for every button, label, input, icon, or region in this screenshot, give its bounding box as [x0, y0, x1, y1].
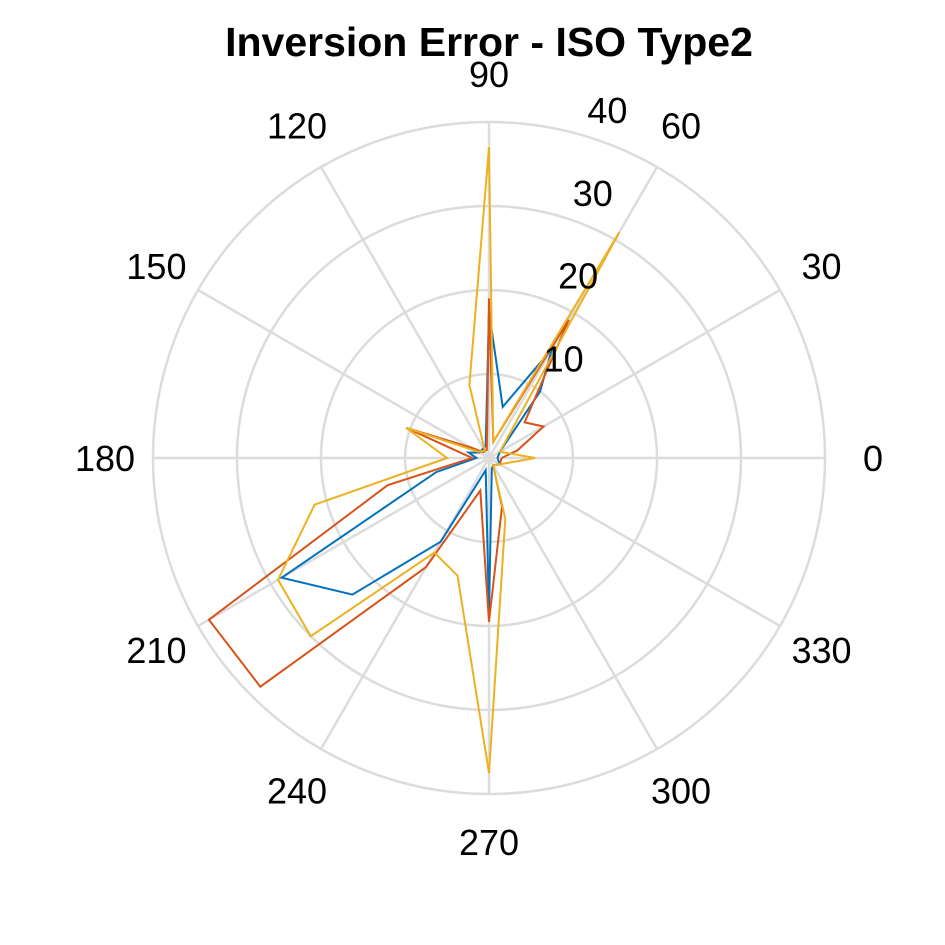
grid-spoke-150: [197, 288, 490, 460]
angle-tick-330: 330: [792, 630, 852, 671]
radial-tick-labels: 10 20 30 40: [544, 90, 628, 379]
series-line-3: [276, 147, 621, 774]
angle-tick-60: 60: [661, 105, 701, 146]
radial-tick-30: 30: [573, 173, 613, 214]
radial-tick-10: 10: [544, 338, 584, 379]
grid-spoke-60: [487, 166, 659, 459]
grid-spoke-120: [319, 166, 491, 459]
radial-tick-20: 20: [558, 256, 598, 297]
angle-tick-90: 90: [469, 54, 509, 95]
grid-spoke-210: [197, 456, 490, 628]
grid-spoke-240: [319, 457, 491, 750]
angle-tick-240: 240: [267, 771, 327, 812]
series-line-2: [207, 298, 570, 689]
angle-tick-0: 0: [863, 438, 883, 479]
grid-spoke-300: [487, 457, 659, 750]
radial-tick-40: 40: [587, 90, 627, 131]
angle-tick-210: 210: [126, 630, 186, 671]
angle-tick-300: 300: [651, 771, 711, 812]
chart-title: Inversion Error - ISO Type2: [225, 19, 753, 65]
angle-tick-150: 150: [126, 246, 186, 287]
angle-tick-120: 120: [267, 105, 327, 146]
grid-spoke-30: [488, 288, 781, 460]
polar-grid: [151, 120, 827, 796]
angle-tick-30: 30: [802, 246, 842, 287]
angular-tick-labels: 0 30 60 90 120 150 180 210 240 270 300 330: [75, 54, 883, 863]
series-layer: [207, 147, 621, 774]
grid-spoke-330: [488, 456, 781, 628]
angle-tick-270: 270: [459, 822, 519, 863]
angle-tick-180: 180: [75, 438, 135, 479]
